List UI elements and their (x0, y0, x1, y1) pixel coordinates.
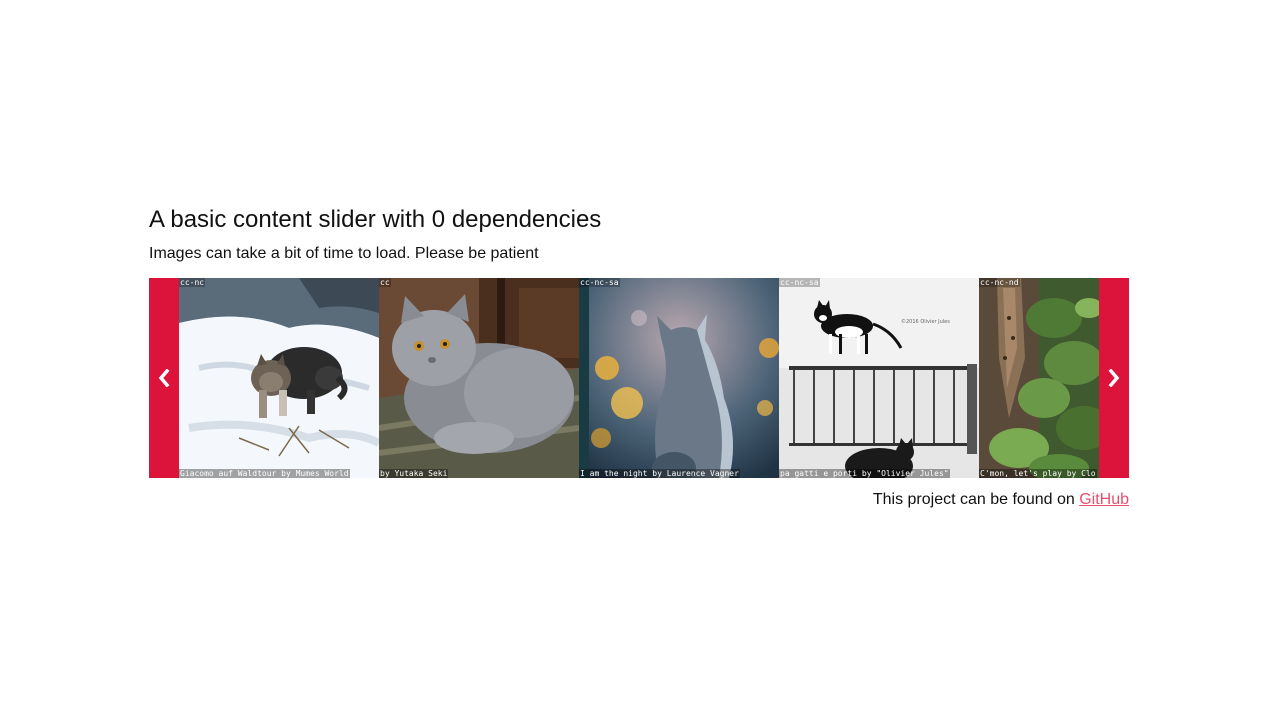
content-slider: cc-nc Giacomo auf Waldtour by Mumes Worl… (149, 278, 1129, 478)
slide-image-grey-cat (379, 278, 579, 478)
footer-text: This project can be found on (872, 491, 1080, 508)
slide-2: cc by Yutaka Seki (379, 278, 579, 478)
slide-license: cc (379, 278, 391, 287)
next-slide-button[interactable] (1099, 278, 1129, 478)
slide-caption: by Yutaka Seki (379, 469, 449, 478)
chevron-left-icon (158, 369, 170, 387)
slide-image-cat-bokeh (579, 278, 779, 478)
svg-text:©2016 Olivier Jules: ©2016 Olivier Jules (901, 318, 950, 325)
slide-image-cats-railing: ©2016 Olivier Jules (779, 278, 979, 478)
slider-track: cc-nc Giacomo auf Waldtour by Mumes Worl… (179, 278, 1099, 478)
github-link[interactable]: GitHub (1079, 491, 1129, 508)
slide-license: cc-nc (179, 278, 206, 287)
slide-caption: C'mon, let's play by Clo (979, 469, 1097, 478)
slide-image-lynx (979, 278, 1099, 478)
slide-caption: I am the night by Laurence Vagner (579, 469, 740, 478)
slide-image-kitten-snow (179, 278, 379, 478)
chevron-right-icon (1108, 369, 1120, 387)
slide-license: cc-nc-sa (579, 278, 620, 287)
slide-3: cc-nc-sa I am the night by Laurence Vagn… (579, 278, 779, 478)
page-container: A basic content slider with 0 dependenci… (149, 200, 1129, 510)
slide-license: cc-nc-sa (779, 278, 820, 287)
footer: This project can be found on GitHub (149, 490, 1129, 510)
slide-4: ©2016 Olivier Jules cc-nc-sa pa gatti e … (779, 278, 979, 478)
slide-caption: Giacomo auf Waldtour by Mumes World (179, 469, 350, 478)
slide-5: cc-nc-nd C'mon, let's play by Clo (979, 278, 1099, 478)
page-subtitle: Images can take a bit of time to load. P… (149, 245, 539, 262)
slide-caption: pa gatti e porti by "Olivier Jules" (779, 469, 950, 478)
slide-license: cc-nc-nd (979, 278, 1020, 287)
slide-1: cc-nc Giacomo auf Waldtour by Mumes Worl… (179, 278, 379, 478)
prev-slide-button[interactable] (149, 278, 179, 478)
page-title: A basic content slider with 0 dependenci… (149, 206, 602, 233)
